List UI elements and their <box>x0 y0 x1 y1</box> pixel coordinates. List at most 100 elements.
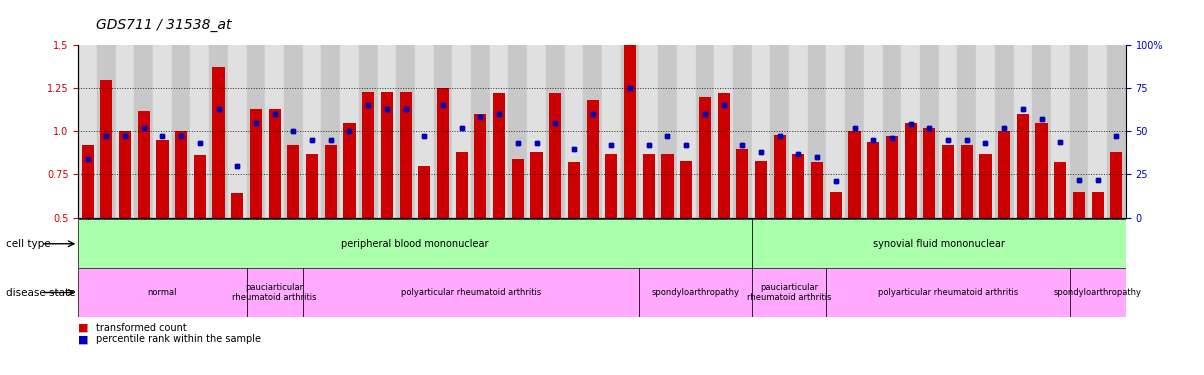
Bar <box>116 45 135 218</box>
Bar <box>531 152 543 217</box>
Text: pauciarticular
rheumatoid arthritis: pauciarticular rheumatoid arthritis <box>746 283 831 302</box>
Bar <box>736 148 749 217</box>
Bar <box>830 192 842 217</box>
Bar <box>1032 45 1051 218</box>
Bar <box>736 148 749 217</box>
Bar <box>1017 114 1029 218</box>
Bar <box>771 45 789 218</box>
Bar <box>751 45 771 218</box>
Bar <box>137 111 149 218</box>
Bar <box>471 45 490 218</box>
Bar <box>549 93 561 218</box>
Bar <box>100 80 112 218</box>
Bar <box>400 92 412 218</box>
Bar <box>696 45 714 218</box>
Bar <box>923 128 936 218</box>
Bar <box>751 268 826 317</box>
Bar <box>437 88 449 218</box>
Bar <box>718 93 730 218</box>
Bar <box>137 111 149 218</box>
Bar <box>549 93 561 218</box>
Bar <box>494 93 506 218</box>
Bar <box>190 45 209 218</box>
Text: disease state: disease state <box>6 288 76 297</box>
Text: transformed count: transformed count <box>96 323 187 333</box>
Bar <box>867 142 879 218</box>
Bar <box>455 152 468 217</box>
Bar <box>568 162 580 218</box>
Bar <box>883 45 902 218</box>
Text: ■: ■ <box>78 334 89 344</box>
Bar <box>250 109 262 217</box>
Bar <box>863 45 883 218</box>
Bar <box>1035 123 1047 218</box>
Bar <box>490 45 508 218</box>
Bar <box>942 145 954 218</box>
Bar <box>380 92 393 218</box>
Bar <box>302 45 321 218</box>
Bar <box>643 154 655 218</box>
Bar <box>565 45 583 218</box>
Bar <box>639 268 751 317</box>
Bar <box>359 45 378 218</box>
Bar <box>119 131 131 218</box>
Bar <box>1073 192 1085 217</box>
Text: normal: normal <box>148 288 177 297</box>
Bar <box>1069 45 1088 218</box>
Bar <box>961 145 973 218</box>
Bar <box>957 45 976 218</box>
Bar <box>157 140 169 218</box>
Bar <box>811 162 824 218</box>
Bar <box>677 45 696 218</box>
Bar <box>288 145 300 218</box>
Bar <box>119 131 131 218</box>
Bar <box>78 268 247 317</box>
Bar <box>733 45 751 218</box>
Bar <box>979 154 992 218</box>
Bar <box>904 123 916 218</box>
Bar <box>639 45 659 218</box>
Bar <box>418 166 430 218</box>
Bar <box>849 131 861 218</box>
Bar <box>153 45 172 218</box>
Bar <box>228 45 247 218</box>
Bar <box>942 145 954 218</box>
Bar <box>396 45 415 218</box>
Bar <box>321 45 340 218</box>
Bar <box>508 45 527 218</box>
Bar <box>1051 45 1069 218</box>
Bar <box>325 145 337 218</box>
Bar <box>606 154 618 218</box>
Bar <box>1110 152 1122 217</box>
Bar <box>680 160 692 218</box>
Bar <box>437 88 449 218</box>
Bar <box>288 145 300 218</box>
Bar <box>979 154 992 218</box>
Text: cell type: cell type <box>6 239 51 249</box>
Bar <box>512 159 524 218</box>
Bar <box>265 45 284 218</box>
Bar <box>923 128 936 218</box>
Bar <box>78 219 751 268</box>
Bar <box>939 45 957 218</box>
Bar <box>774 135 786 218</box>
Bar <box>247 268 302 317</box>
Bar <box>453 45 471 218</box>
Bar <box>231 194 243 217</box>
Bar <box>135 45 153 218</box>
Bar <box>474 114 486 218</box>
Bar <box>302 268 639 317</box>
Text: peripheral blood mononuclear: peripheral blood mononuclear <box>341 239 489 249</box>
Bar <box>362 92 374 218</box>
Bar <box>157 140 169 218</box>
Bar <box>415 45 433 218</box>
Bar <box>867 142 879 218</box>
Bar <box>811 162 824 218</box>
Bar <box>976 45 995 218</box>
Bar <box>1017 114 1029 218</box>
Bar <box>194 155 206 218</box>
Bar <box>343 123 355 218</box>
Bar <box>680 160 692 218</box>
Bar <box>826 45 845 218</box>
Bar <box>902 45 920 218</box>
